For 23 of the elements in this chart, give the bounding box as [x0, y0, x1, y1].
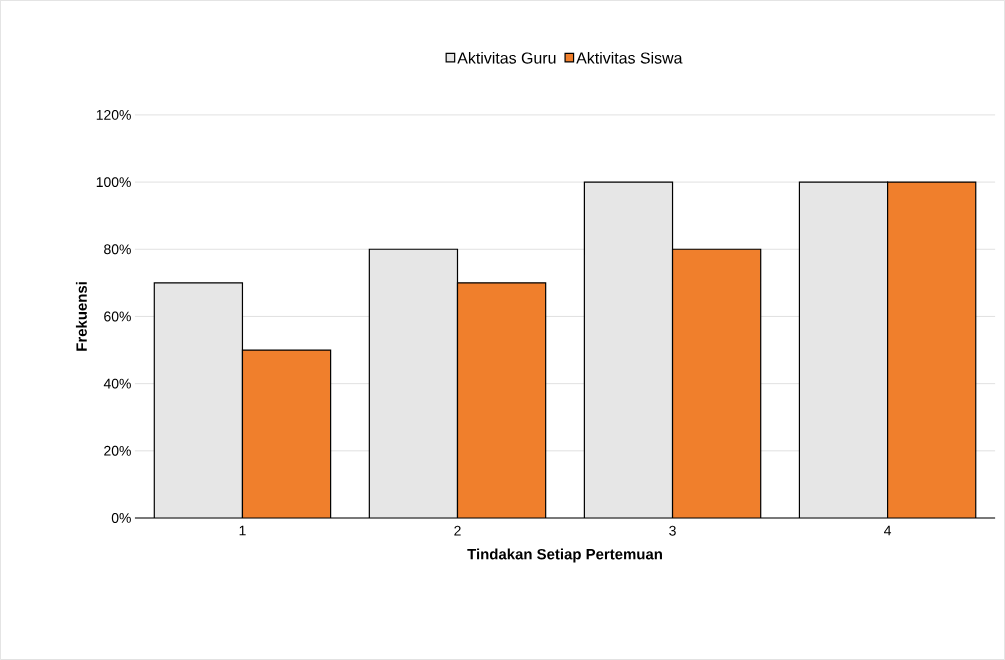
y-tick-label: 0%	[111, 513, 131, 523]
bar	[886, 181, 977, 519]
bar	[798, 181, 889, 519]
bar	[154, 282, 243, 519]
legend-label: Aktivitas Guru	[457, 51, 556, 64]
y-tick-label: 80%	[104, 244, 131, 255]
x-tick-label: 4	[884, 525, 892, 536]
y-axis-title: Frekuensi	[75, 282, 87, 351]
x-tick-label: 1	[239, 525, 246, 536]
x-tick-label: 2	[454, 525, 461, 536]
y-tick-label: 60%	[104, 311, 131, 322]
bar	[242, 350, 331, 519]
y-tick-label: 100%	[96, 177, 131, 188]
bar	[457, 282, 546, 519]
bar	[584, 182, 673, 519]
y-tick-label: 120%	[96, 109, 131, 120]
x-tick-label: 3	[669, 525, 676, 536]
y-tick-label: 40%	[103, 378, 131, 389]
y-tick-label: 20%	[104, 445, 131, 456]
bar	[369, 249, 458, 519]
legend-label: Aktivitas Siswa	[576, 51, 683, 64]
bar	[672, 249, 761, 519]
x-axis-title: Tindakan Setiap Pertemuan	[467, 548, 662, 563]
